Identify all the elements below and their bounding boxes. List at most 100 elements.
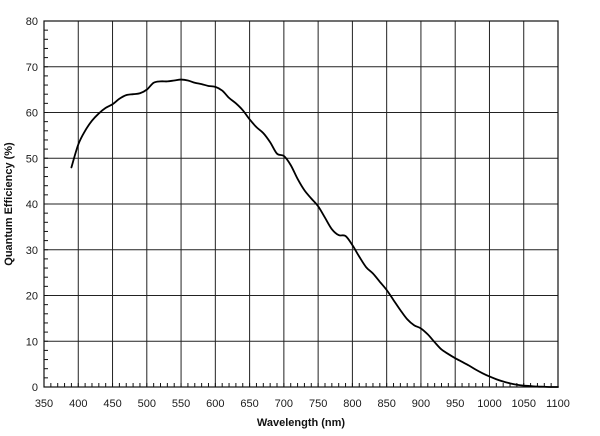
data-point-750 xyxy=(318,206,319,207)
data-point-880 xyxy=(407,319,408,320)
data-point-1050 xyxy=(523,385,524,386)
data-point-800 xyxy=(352,245,353,246)
data-point-1020 xyxy=(503,381,504,382)
data-point-830 xyxy=(372,273,373,274)
data-point-710 xyxy=(290,165,291,166)
data-point-500 xyxy=(146,89,147,90)
data-point-730 xyxy=(304,190,305,191)
data-point-700 xyxy=(283,155,284,156)
data-point-1070 xyxy=(537,386,538,387)
data-point-770 xyxy=(331,229,332,230)
y-tick-label-80: 80 xyxy=(26,16,38,28)
data-point-590 xyxy=(208,85,209,86)
data-point-1030 xyxy=(509,383,510,384)
data-point-1040 xyxy=(516,384,517,385)
data-point-860 xyxy=(393,299,394,300)
data-point-740 xyxy=(311,198,312,199)
x-tick-label-400: 400 xyxy=(69,398,87,410)
data-point-850 xyxy=(386,289,387,290)
data-point-550 xyxy=(180,79,181,80)
data-point-650 xyxy=(249,119,250,120)
series-layer xyxy=(70,78,559,388)
data-point-520 xyxy=(160,81,161,82)
data-point-940 xyxy=(448,353,449,354)
data-point-640 xyxy=(242,110,243,111)
data-point-410 xyxy=(85,130,86,131)
x-tick-label-350: 350 xyxy=(35,398,53,410)
y-tick-label-40: 40 xyxy=(26,199,38,211)
data-point-490 xyxy=(139,93,140,94)
x-tick-label-1000: 1000 xyxy=(477,398,501,410)
data-point-600 xyxy=(215,86,216,87)
x-tick-label-450: 450 xyxy=(103,398,121,410)
y-tick-label-30: 30 xyxy=(26,245,38,257)
data-point-950 xyxy=(455,358,456,359)
x-tick-label-900: 900 xyxy=(412,398,430,410)
data-point-820 xyxy=(366,267,367,268)
data-point-440 xyxy=(105,107,106,108)
data-point-890 xyxy=(413,325,414,326)
data-point-1060 xyxy=(530,385,531,386)
data-point-430 xyxy=(98,113,99,114)
x-tick-label-750: 750 xyxy=(309,398,327,410)
x-tick-label-500: 500 xyxy=(138,398,156,410)
data-point-900 xyxy=(420,328,421,329)
data-point-1000 xyxy=(489,376,490,377)
data-point-530 xyxy=(167,81,168,82)
data-point-790 xyxy=(345,235,346,236)
data-point-780 xyxy=(338,235,339,236)
data-point-460 xyxy=(119,98,120,99)
minor-ticks xyxy=(43,20,559,388)
y-tick-label-50: 50 xyxy=(26,153,38,165)
data-point-990 xyxy=(482,373,483,374)
y-tick-label-10: 10 xyxy=(26,336,38,348)
x-axis-title: Wavelength (nm) xyxy=(257,417,346,429)
data-point-930 xyxy=(441,349,442,350)
y-tick-labels: 0 10 20 30 40 50 60 70 80 xyxy=(26,16,38,394)
data-point-540 xyxy=(174,80,175,81)
data-point-690 xyxy=(276,153,277,154)
data-point-660 xyxy=(256,127,257,128)
data-point-400 xyxy=(78,144,79,145)
x-tick-label-650: 650 xyxy=(240,398,258,410)
y-tick-label-60: 60 xyxy=(26,108,38,120)
data-point-420 xyxy=(91,120,92,121)
y-tick-label-70: 70 xyxy=(26,62,38,74)
y-tick-label-0: 0 xyxy=(32,382,38,394)
data-point-680 xyxy=(270,142,271,143)
x-tick-label-1050: 1050 xyxy=(511,398,535,410)
x-tick-label-850: 850 xyxy=(377,398,395,410)
grid xyxy=(43,20,559,388)
x-tick-label-700: 700 xyxy=(275,398,293,410)
data-point-980 xyxy=(475,369,476,370)
data-point-630 xyxy=(235,103,236,104)
data-point-610 xyxy=(222,90,223,91)
data-point-620 xyxy=(228,97,229,98)
data-point-720 xyxy=(297,178,298,179)
data-point-480 xyxy=(132,94,133,95)
x-tick-labels: 350 400 450 500 550 600 650 700 750 800 850 900 950 1… xyxy=(35,398,570,410)
data-point-570 xyxy=(194,82,195,83)
data-point-870 xyxy=(400,310,401,311)
data-point-1090 xyxy=(551,386,552,387)
plot-frame xyxy=(43,20,559,388)
data-point-510 xyxy=(153,82,154,83)
data-point-390 xyxy=(71,167,72,168)
series-line-0 xyxy=(70,78,559,388)
data-point-1080 xyxy=(544,386,545,387)
data-point-1100 xyxy=(557,386,558,387)
data-point-670 xyxy=(263,132,264,133)
x-tick-label-800: 800 xyxy=(343,398,361,410)
x-tick-label-950: 950 xyxy=(446,398,464,410)
data-point-560 xyxy=(187,80,188,81)
data-point-580 xyxy=(201,84,202,85)
y-tick-label-20: 20 xyxy=(26,291,38,303)
data-point-760 xyxy=(324,217,325,218)
data-point-450 xyxy=(112,104,113,105)
data-point-1010 xyxy=(496,379,497,380)
data-point-960 xyxy=(461,361,462,362)
data-point-910 xyxy=(427,334,428,335)
x-tick-label-600: 600 xyxy=(206,398,224,410)
data-point-840 xyxy=(379,281,380,282)
